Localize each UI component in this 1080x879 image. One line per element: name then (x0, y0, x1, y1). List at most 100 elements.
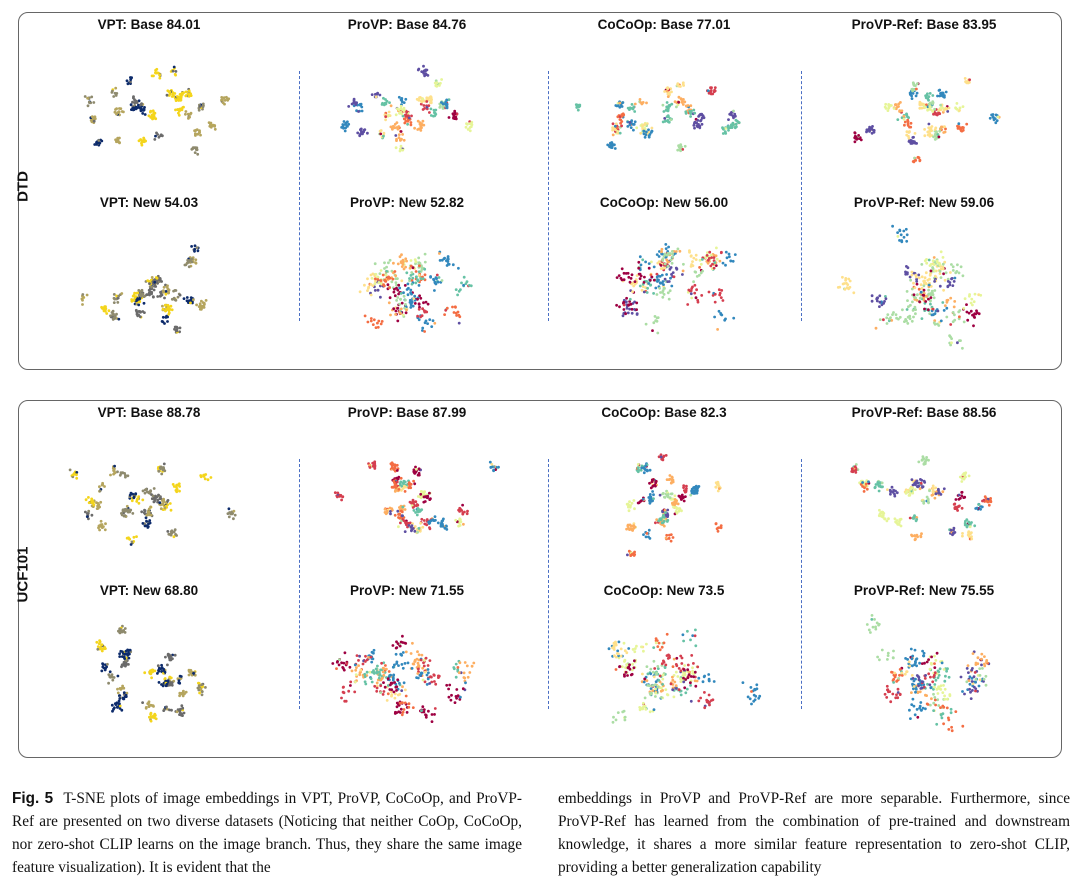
scatter-point (926, 497, 930, 501)
scatter-point (716, 328, 719, 331)
scatter-point (113, 314, 117, 318)
scatter-point (920, 478, 924, 482)
scatter-point (187, 265, 191, 269)
scatter-point (388, 296, 392, 300)
scatter-point (986, 500, 989, 504)
scatter-point (200, 693, 204, 697)
scatter-point (433, 111, 436, 114)
scatter-point (690, 491, 694, 495)
scatter-point (946, 110, 950, 113)
scatter-point (83, 95, 87, 98)
scatter-point (626, 553, 629, 557)
scatter-point (458, 510, 461, 513)
scatter-point (661, 515, 665, 519)
scatter-point (459, 518, 462, 522)
scatter-point (720, 313, 724, 317)
scatter-point (435, 84, 439, 88)
scatter-point (890, 319, 894, 322)
scatter-point (178, 485, 182, 488)
scatter-point (627, 509, 631, 513)
scatter-point (100, 526, 104, 529)
tsne-scatter-plot (865, 614, 991, 733)
scatter-point (437, 676, 440, 679)
scatter-point (956, 341, 959, 345)
scatter-point (374, 277, 377, 281)
scatter-point (141, 522, 145, 525)
scatter-point (970, 537, 974, 541)
scatter-point (420, 709, 423, 713)
scatter-point (177, 113, 181, 117)
scatter-point (664, 454, 668, 457)
scatter-point (626, 524, 630, 528)
scatter-point (401, 701, 404, 704)
plot-title: VPT: Base 88.78 (97, 405, 201, 420)
scatter-point (733, 253, 737, 256)
scatter-point (365, 658, 369, 662)
scatter-point (939, 267, 943, 271)
dtd-panel: DTD VPT: Base 84.01 ProVP: Base 84.76 CoCoO… (15, 12, 1062, 370)
scatter-point (169, 654, 173, 658)
scatter-point (409, 264, 413, 268)
scatter-point (642, 704, 646, 708)
scatter-point (394, 281, 398, 284)
scatter-point (186, 92, 190, 96)
scatter-point (651, 670, 655, 674)
scatter-point (701, 680, 705, 684)
scatter-point (703, 691, 706, 694)
scatter-point (167, 305, 171, 309)
scatter-point (681, 103, 685, 106)
scatter-point (624, 312, 627, 316)
scatter-point (391, 277, 395, 281)
scatter-point (87, 496, 90, 499)
scatter-point (683, 686, 687, 690)
scatter-point (428, 111, 431, 114)
scatter-point (452, 116, 456, 120)
scatter-point (170, 683, 174, 687)
scatter-point (724, 132, 728, 135)
scatter-point (373, 282, 377, 286)
scatter-point (957, 493, 961, 497)
scatter-point (654, 683, 657, 686)
scatter-point (933, 289, 937, 292)
scatter-point (642, 649, 645, 653)
scatter-point (689, 699, 693, 703)
scatter-point (917, 287, 921, 291)
scatter-point (644, 133, 648, 137)
scatter-point (883, 517, 886, 521)
scatter-point (107, 309, 111, 313)
scatter-point (345, 662, 349, 665)
scatter-point (401, 634, 404, 638)
scatter-point (440, 279, 444, 282)
scatter-point (428, 491, 431, 495)
scatter-point (692, 280, 695, 284)
scatter-point (927, 283, 931, 287)
scatter-point (178, 489, 181, 493)
scatter-point (384, 664, 387, 667)
scatter-point (682, 668, 686, 671)
scatter-point (619, 654, 623, 658)
scatter-point (642, 129, 646, 133)
scatter-point (853, 465, 857, 468)
scatter-point (696, 665, 700, 669)
scatter-point (910, 287, 914, 291)
scatter-point (393, 696, 397, 700)
scatter-point (343, 122, 347, 126)
scatter-point (400, 265, 404, 268)
scatter-point (147, 510, 151, 514)
scatter-point (670, 492, 674, 496)
scatter-point (685, 484, 688, 488)
scatter-point (905, 112, 908, 116)
scatter-point (118, 655, 122, 658)
scatter-point (875, 296, 879, 300)
scatter-point (919, 535, 923, 539)
scatter-point (931, 488, 935, 492)
scatter-point (383, 511, 387, 514)
scatter-point (198, 302, 202, 306)
scatter-point (109, 473, 112, 477)
scatter-point (854, 136, 858, 140)
scatter-point (92, 101, 96, 104)
scatter-point (424, 715, 428, 719)
scatter-point (124, 509, 127, 512)
scatter-point (392, 307, 396, 311)
scatter-point (150, 285, 154, 289)
